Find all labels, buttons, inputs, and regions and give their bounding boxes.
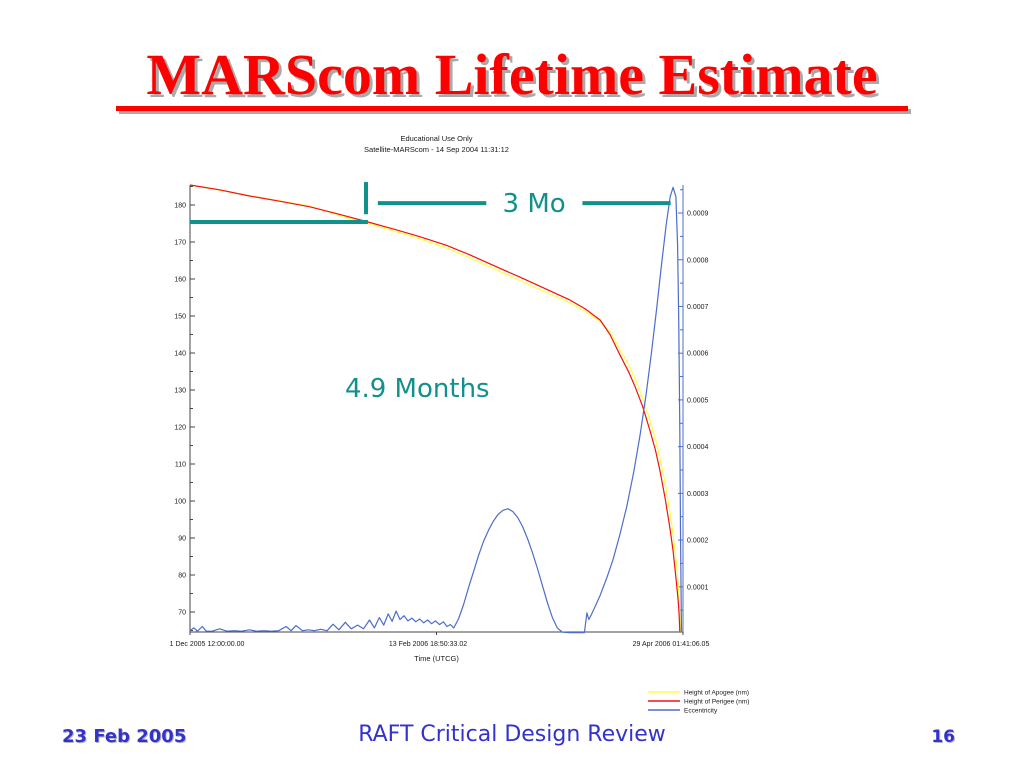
legend-label: Height of Apogee (nm) [684,690,749,697]
legend-label: Height of Perigee (nm) [684,699,749,706]
title-underline [116,106,908,111]
y-left-tick-label: 90 [178,536,186,543]
annotation-lifetime-label: 4.9 Months [345,374,490,404]
series-height-of-apogee-nm [189,184,682,632]
y-left-tick-label: 120 [174,425,186,432]
series-eccentricity [189,186,683,634]
y-left-tick-label: 140 [174,350,186,357]
y-right-tick-label: 0.0005 [687,397,709,404]
footer-title: RAFT Critical Design Review [358,722,666,747]
footer-page-number: 16 [931,727,955,747]
y-right-tick-label: 0.0003 [687,491,709,498]
x-axis-title: Time (UTCG) [414,654,459,663]
x-tick-label: 1 Dec 2005 12:00:00.00 [170,641,245,648]
y-left-tick-label: 160 [174,276,186,283]
y-right-tick-label: 0.0006 [687,351,709,358]
y-right-tick-label: 0.0004 [687,444,709,451]
chart-header-line: Educational Use Only [400,134,472,143]
legend-label: Eccentricity [684,708,718,715]
y-right-tick-label: 0.0008 [687,257,709,264]
chart-header-line: Satellite-MARScom - 14 Sep 2004 11:31:12 [364,145,509,154]
y-left-tick-label: 180 [174,202,186,209]
footer-date: 23 Feb 2005 [62,726,187,747]
series-height-of-perigee-nm [189,184,681,632]
y-right-tick-label: 0.0002 [687,538,709,545]
x-tick-label: 13 Feb 2006 18:50:33.02 [389,641,467,648]
page-title: MARScom Lifetime Estimate [146,42,878,107]
y-right-tick-label: 0.0009 [687,211,709,218]
x-tick-label: 29 Apr 2006 01:41:06.05 [633,641,710,648]
y-right-tick-label: 0.0007 [687,304,709,311]
y-left-tick-label: 110 [175,462,186,469]
y-left-tick-label: 80 [178,573,186,580]
y-left-tick-label: 130 [174,387,186,394]
y-right-tick-label: 0.0001 [687,584,709,591]
y-left-tick-label: 100 [174,499,186,506]
y-left-tick-label: 70 [178,610,186,617]
annotation-3mo-label: 3 Mo [503,189,566,219]
y-left-tick-label: 170 [174,239,186,246]
y-left-tick-label: 150 [174,313,186,320]
title-block: MARScom Lifetime Estimate [0,46,1024,111]
